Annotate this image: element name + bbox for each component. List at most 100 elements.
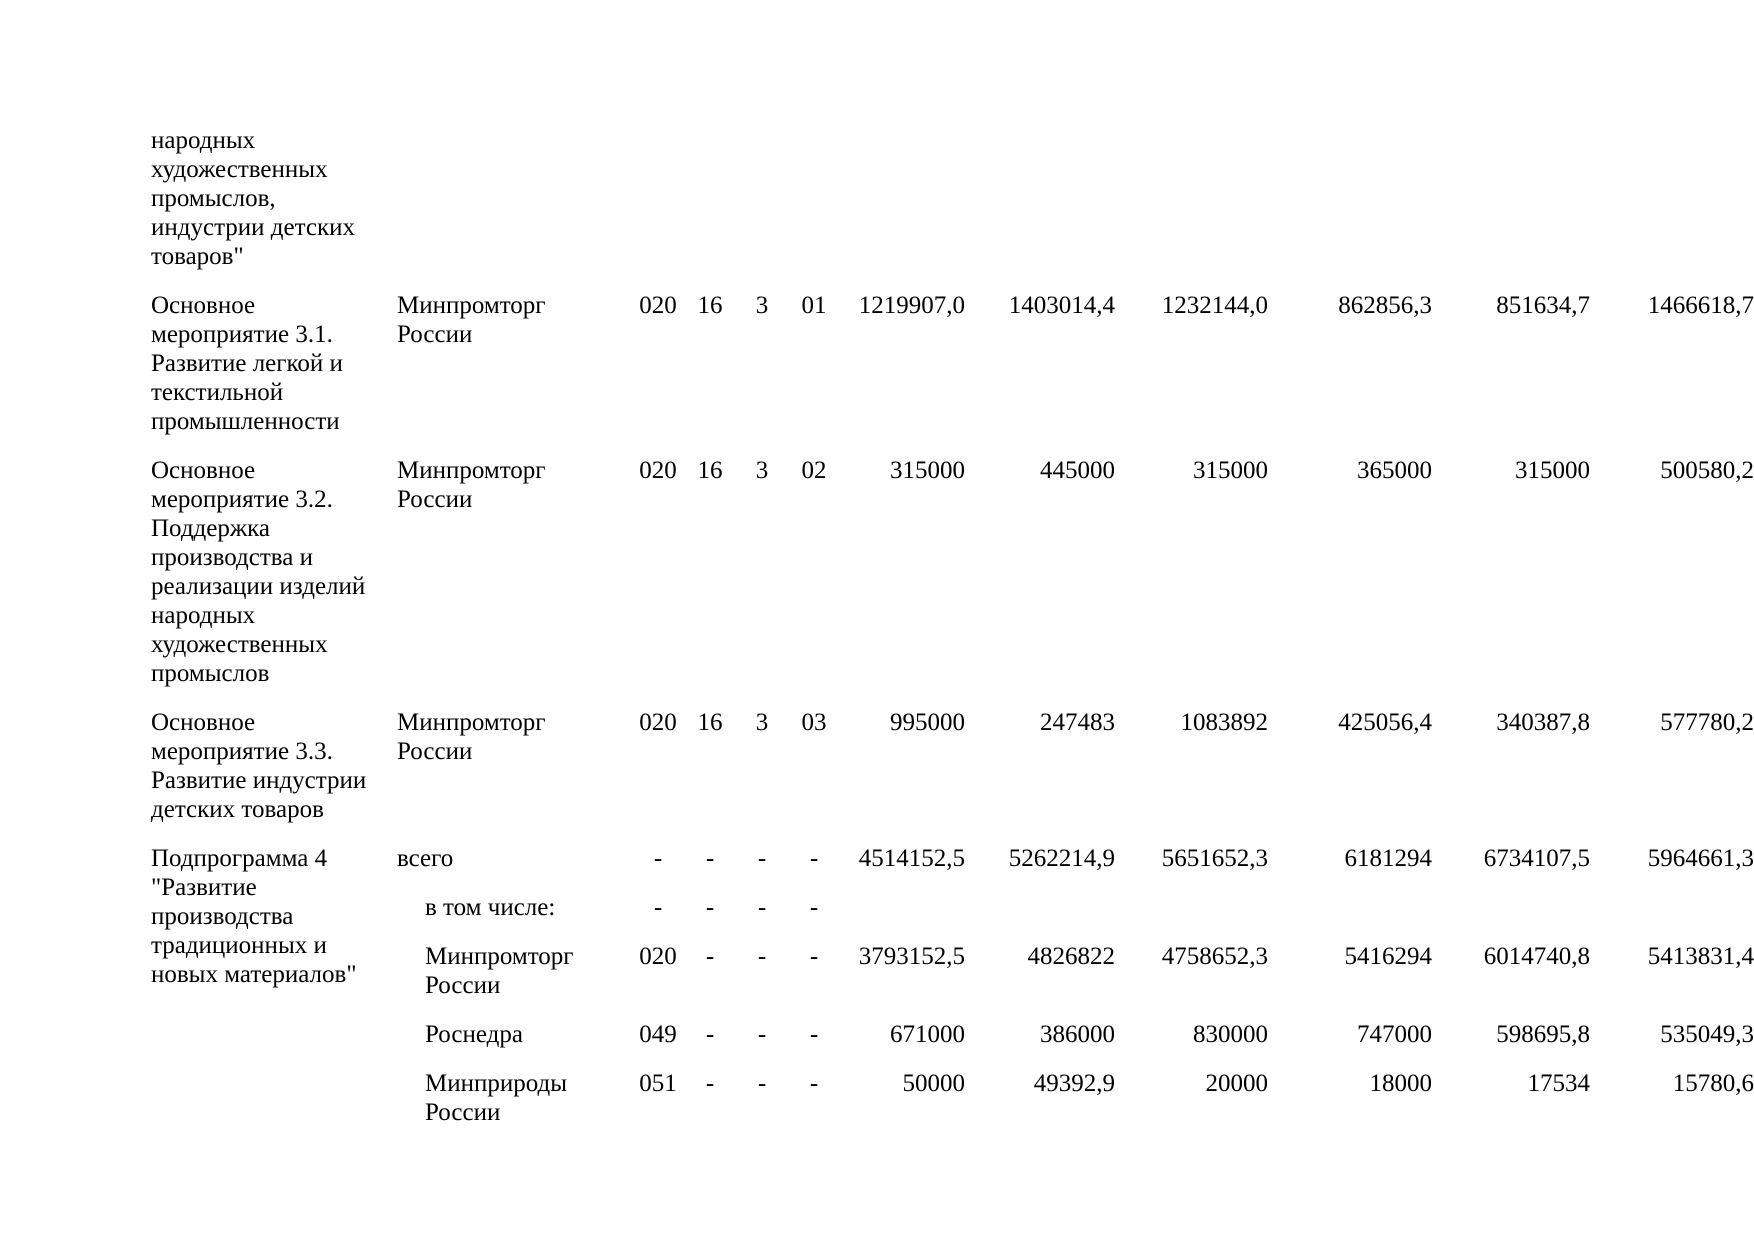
agency-cell: всего	[397, 845, 454, 872]
value-cell: 20000	[1205, 1070, 1269, 1097]
value-cell: 1403014,4	[1008, 292, 1115, 319]
value-cell: 995000	[890, 709, 965, 736]
value-cell: 747000	[1357, 1021, 1432, 1048]
code-cell: 020	[639, 943, 677, 970]
agency-cell	[397, 126, 632, 291]
value-cell	[1268, 893, 1432, 942]
value-cell: 365000	[1357, 457, 1432, 484]
code-cell	[684, 126, 736, 291]
code-cell: 03	[801, 709, 827, 736]
value-cell: 6014740,8	[1483, 943, 1590, 970]
value-cell	[840, 893, 965, 942]
value-cell: 315000	[890, 457, 965, 484]
table-row: народных художественных промыслов, индус…	[151, 126, 1754, 291]
code-cell: -	[809, 1070, 819, 1097]
value-cell: 340387,8	[1496, 709, 1590, 736]
value-cell	[965, 126, 1115, 291]
program-name-cell: Основное мероприятие 3.2. Поддержка прои…	[151, 457, 366, 687]
program-name-cell: Подпрограмма 4 "Развитие производства тр…	[151, 845, 357, 988]
code-cell: 020	[639, 292, 677, 319]
table-row: Минпромторг России 020 - - - 3793152,5 4…	[151, 942, 1754, 1020]
code-cell: -	[809, 894, 819, 921]
value-cell: 50000	[902, 1070, 966, 1097]
program-name-cell: Основное мероприятие 3.1. Развитие легко…	[151, 292, 343, 435]
value-cell: 577780,2	[1660, 709, 1754, 736]
value-cell	[1432, 126, 1590, 291]
value-cell: 830000	[1193, 1021, 1268, 1048]
program-name-cell: народных художественных промыслов, индус…	[151, 127, 355, 270]
code-cell	[632, 126, 684, 291]
table-row: Минприроды России 051 - - - 50000 49392,…	[151, 1069, 1754, 1147]
table-row: Основное мероприятие 3.3. Развитие индус…	[151, 708, 1754, 844]
code-cell: -	[757, 1021, 767, 1048]
value-cell: 1219907,0	[858, 292, 965, 319]
value-cell	[1590, 126, 1754, 291]
code-cell: -	[705, 1021, 715, 1048]
value-cell: 535049,3	[1660, 1021, 1754, 1048]
code-cell: -	[705, 894, 715, 921]
value-cell: 17534	[1527, 1070, 1591, 1097]
program-name-cell: Основное мероприятие 3.3. Развитие индус…	[151, 709, 367, 823]
value-cell: 500580,2	[1660, 457, 1754, 484]
table-row: в том числе: - - - -	[151, 893, 1754, 942]
code-cell: 3	[755, 709, 769, 736]
agency-cell: Минприроды России	[425, 1070, 568, 1126]
code-cell: -	[757, 845, 767, 872]
value-cell: 5416294	[1344, 943, 1433, 970]
agency-cell: Минпромторг России	[397, 709, 546, 765]
value-cell: 598695,8	[1496, 1021, 1590, 1048]
value-cell: 315000	[1193, 457, 1268, 484]
value-cell: 425056,4	[1338, 709, 1432, 736]
code-cell: -	[653, 894, 663, 921]
agency-cell: Роснедра	[425, 1021, 523, 1048]
code-cell: -	[809, 943, 819, 970]
value-cell: 862856,3	[1338, 292, 1432, 319]
code-cell: -	[757, 943, 767, 970]
value-cell: 315000	[1515, 457, 1590, 484]
budget-table: народных художественных промыслов, индус…	[151, 126, 1754, 1147]
code-cell: -	[705, 1070, 715, 1097]
code-cell: 020	[639, 457, 677, 484]
value-cell: 1083892	[1180, 709, 1269, 736]
code-cell: -	[705, 845, 715, 872]
code-cell: 051	[639, 1070, 677, 1097]
code-cell	[736, 126, 788, 291]
table-row: Основное мероприятие 3.2. Поддержка прои…	[151, 456, 1754, 708]
value-cell: 386000	[1040, 1021, 1115, 1048]
value-cell: 5964661,3	[1647, 845, 1754, 872]
code-cell: 3	[755, 457, 769, 484]
value-cell	[1268, 126, 1432, 291]
agency-cell: Минпромторг России	[397, 292, 546, 348]
code-cell: 16	[697, 292, 723, 319]
value-cell: 851634,7	[1496, 292, 1590, 319]
code-cell: -	[705, 943, 715, 970]
value-cell: 445000	[1040, 457, 1115, 484]
value-cell	[1590, 893, 1754, 942]
code-cell: 3	[755, 292, 769, 319]
table-row: Роснедра 049 - - - 671000 386000 830000 …	[151, 1020, 1754, 1069]
value-cell	[1115, 893, 1268, 942]
value-cell: 1466618,7	[1647, 292, 1754, 319]
code-cell: -	[653, 845, 663, 872]
value-cell: 18000	[1369, 1070, 1433, 1097]
value-cell: 4514152,5	[858, 845, 965, 872]
value-cell: 4826822	[1027, 943, 1116, 970]
value-cell: 49392,9	[1033, 1070, 1115, 1097]
value-cell: 1232144,0	[1161, 292, 1268, 319]
code-cell: 16	[697, 709, 723, 736]
value-cell: 5651652,3	[1161, 845, 1268, 872]
value-cell: 671000	[890, 1021, 965, 1048]
value-cell: 15780,6	[1672, 1070, 1754, 1097]
value-cell: 247483	[1040, 709, 1115, 736]
value-cell: 5262214,9	[1008, 845, 1115, 872]
value-cell: 5413831,4	[1647, 943, 1754, 970]
code-cell: -	[757, 894, 767, 921]
value-cell	[1432, 893, 1590, 942]
code-cell	[788, 126, 840, 291]
code-cell: -	[809, 1021, 819, 1048]
value-cell: 6181294	[1344, 845, 1433, 872]
value-cell	[965, 893, 1115, 942]
value-cell: 4758652,3	[1161, 943, 1268, 970]
table-row: Основное мероприятие 3.1. Развитие легко…	[151, 291, 1754, 456]
value-cell: 6734107,5	[1483, 845, 1590, 872]
